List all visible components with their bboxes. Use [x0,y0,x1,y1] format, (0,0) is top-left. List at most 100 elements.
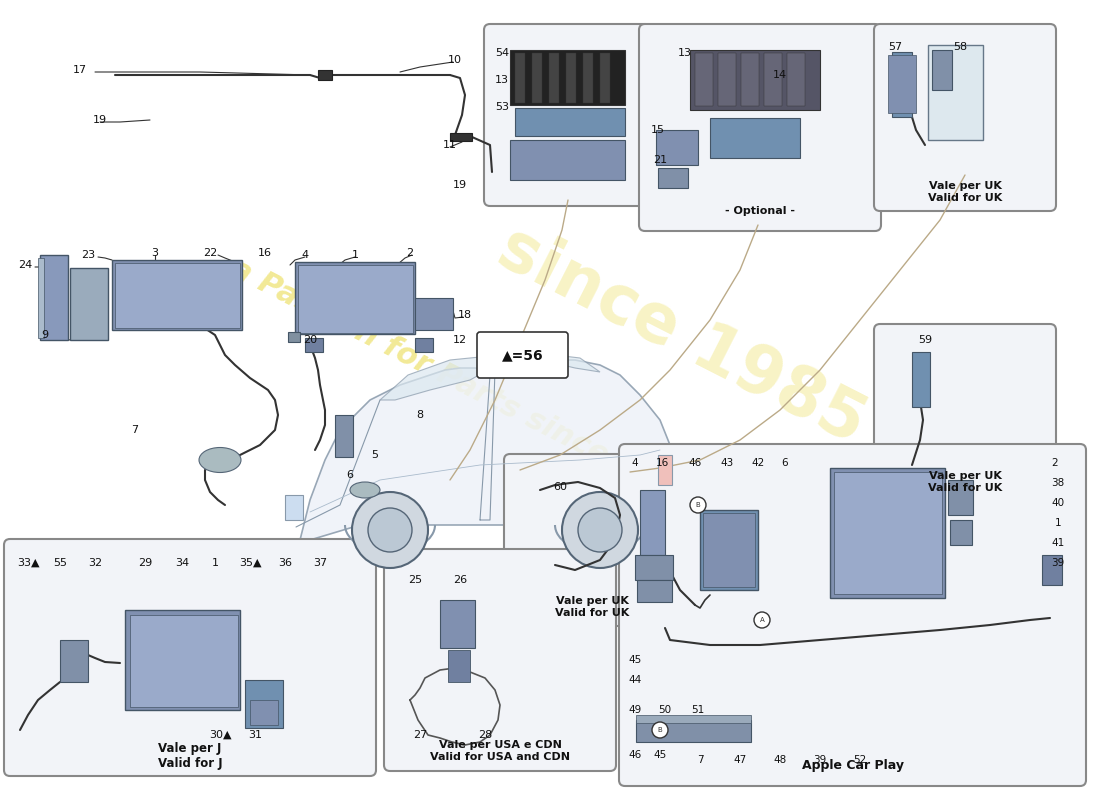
Text: 51: 51 [692,705,705,715]
Text: 20: 20 [302,335,317,345]
Bar [515,108,625,136]
Text: a Passion for Parts since 1985: a Passion for Parts since 1985 [226,254,698,514]
Bar [288,332,300,342]
Text: 30▲: 30▲ [209,730,231,740]
Text: 26: 26 [453,575,468,585]
FancyBboxPatch shape [384,549,616,771]
Bar [583,53,593,103]
Text: 12: 12 [453,335,468,345]
FancyBboxPatch shape [477,332,568,378]
Text: 16: 16 [258,248,272,258]
Text: A: A [760,617,764,623]
Bar [125,610,240,710]
Text: 17: 17 [73,65,87,75]
Bar [532,53,542,103]
Text: 39: 39 [813,755,826,765]
Bar [250,700,278,725]
Text: 25: 25 [408,575,422,585]
Text: 4: 4 [631,458,638,468]
Bar [39,258,44,338]
Text: 22: 22 [202,248,217,258]
Text: 19: 19 [453,180,468,190]
Text: 10: 10 [448,55,462,65]
Bar [830,468,945,598]
Text: 31: 31 [248,730,262,740]
Bar [600,53,610,103]
Bar [834,472,942,594]
Text: since 1985: since 1985 [487,215,877,457]
Bar [695,53,713,106]
Bar [718,53,736,106]
Text: 3: 3 [152,248,158,258]
Bar [658,168,688,188]
Text: 11: 11 [443,140,456,150]
Text: 24: 24 [18,260,32,270]
Bar [640,490,666,555]
Bar [515,53,525,103]
Text: Apple Car Play: Apple Car Play [802,759,903,773]
Bar [888,55,916,113]
Text: 48: 48 [773,755,786,765]
Circle shape [578,508,621,552]
Bar [656,130,699,165]
Text: 29: 29 [138,558,152,568]
Text: 49: 49 [628,705,641,715]
Bar [690,50,820,110]
Text: 39: 39 [1052,558,1065,568]
Bar [295,262,415,334]
Text: 23: 23 [81,250,95,260]
FancyBboxPatch shape [874,324,1056,501]
Bar [658,455,672,485]
Text: 18: 18 [458,310,472,320]
Text: 2: 2 [1052,458,1058,468]
FancyBboxPatch shape [619,444,1086,786]
Text: - Optional -: - Optional - [725,206,795,216]
Bar [928,45,983,140]
Bar [70,268,108,340]
Bar [566,53,576,103]
Text: 47: 47 [734,755,747,765]
Text: 52: 52 [854,755,867,765]
Text: 50: 50 [659,705,672,715]
Text: 5: 5 [372,450,378,460]
Circle shape [754,612,770,628]
Text: 41: 41 [1052,538,1065,548]
Ellipse shape [199,447,241,473]
Polygon shape [530,355,600,372]
Bar [636,715,751,723]
Bar [948,480,974,515]
Text: 33▲: 33▲ [16,558,40,568]
Bar [318,70,332,80]
FancyBboxPatch shape [874,24,1056,211]
Bar [700,510,758,590]
FancyBboxPatch shape [4,539,376,776]
Circle shape [652,722,668,738]
Text: 45: 45 [653,750,667,760]
Text: 2: 2 [406,248,414,258]
Bar [285,495,303,520]
Bar [703,513,755,587]
Text: 13: 13 [678,48,692,58]
Text: 1: 1 [1055,518,1061,528]
Text: 1: 1 [211,558,219,568]
Bar [112,260,242,330]
Text: 37: 37 [312,558,327,568]
Bar [637,580,672,602]
Circle shape [352,492,428,568]
Text: 59: 59 [917,335,932,345]
Text: 44: 44 [628,675,641,685]
FancyBboxPatch shape [484,24,651,206]
Bar [636,720,751,742]
Bar [60,640,88,682]
Text: 45: 45 [628,655,641,665]
Text: 35▲: 35▲ [239,558,262,568]
Text: 21: 21 [653,155,667,165]
Polygon shape [295,360,675,560]
Ellipse shape [350,482,380,498]
Bar [298,265,412,333]
Text: 58: 58 [953,42,967,52]
Text: 16: 16 [656,458,669,468]
Bar [305,338,323,352]
Text: 9: 9 [42,330,48,340]
Bar [336,415,353,457]
